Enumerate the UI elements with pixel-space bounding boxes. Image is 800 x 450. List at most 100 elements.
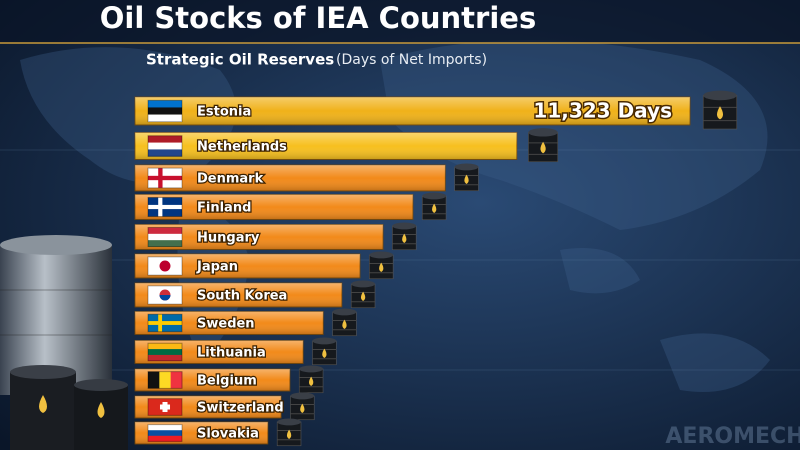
flag: [147, 256, 183, 276]
bar-shine: [135, 97, 690, 125]
flag-stripe: [148, 371, 160, 389]
barrel-top: [422, 192, 447, 200]
flag-stripe: [148, 430, 182, 437]
category-label: Hungary: [197, 231, 260, 246]
flag-border: [147, 342, 183, 362]
category-label: Slovakia: [197, 427, 259, 442]
barrel-top: [332, 308, 357, 316]
flag-stripe: [148, 135, 182, 143]
barrel-top: [528, 128, 558, 137]
bar-shine: [135, 165, 446, 191]
barrel-top: [277, 418, 301, 426]
flag-border: [147, 167, 183, 189]
bar-shine: [135, 132, 517, 160]
barrel-top: [299, 365, 324, 373]
flag: [147, 371, 183, 389]
flag-stripe: [170, 371, 183, 389]
flag-stripe: [148, 114, 182, 122]
barrel-drop: [464, 174, 469, 184]
chart-subtitle-note: (Days of Net Imports): [336, 52, 487, 68]
flag: [147, 424, 183, 442]
flag-disc: [159, 260, 171, 272]
category-label: Belgium: [197, 374, 257, 389]
barrel-drop: [379, 262, 384, 272]
bar-shine: [135, 311, 324, 335]
bars: Estonia 11,323 Days Netherlands Denmark Finl…: [134, 90, 738, 447]
barrel-icon: [276, 418, 302, 447]
category-label: Switzerland: [197, 401, 284, 416]
barrel-drop: [717, 106, 723, 120]
flag-border: [147, 197, 183, 217]
flag-border: [147, 227, 183, 247]
flag-border: [147, 424, 183, 442]
flag: [147, 167, 183, 189]
flag-stripe: [148, 227, 182, 235]
category-label: South Korea: [197, 289, 287, 304]
storage-tank: [0, 235, 112, 395]
flag-stripe: [148, 343, 182, 350]
category-label: Lithuania: [197, 346, 266, 361]
flag-border: [147, 285, 183, 305]
barrel-icon: [369, 251, 394, 280]
flag: [147, 313, 183, 333]
barrel-drop: [540, 141, 546, 154]
category-label: Estonia: [197, 105, 251, 120]
flag: [147, 99, 183, 123]
barrel-icon: [702, 90, 738, 130]
barrel-icon: [298, 365, 324, 394]
barrel-top: [703, 90, 737, 101]
category-label: Sweden: [197, 317, 255, 332]
flag-stripe: [148, 142, 182, 150]
barrel-icon: [332, 308, 357, 337]
flag-stripe: [148, 435, 182, 442]
barrel-drop: [342, 319, 347, 329]
barrel-icon: [392, 222, 417, 251]
flag-stripe: [148, 149, 182, 157]
category-label: Netherlands: [197, 140, 287, 155]
flag-border: [147, 313, 183, 333]
barrel-top: [454, 163, 479, 171]
barrel-icon: [454, 163, 479, 192]
barrel-top: [351, 280, 375, 288]
barrel-drop: [402, 233, 407, 243]
flag-disc: [159, 295, 171, 301]
flag: [147, 197, 183, 217]
flag-stripe: [148, 354, 182, 362]
category-label: Denmark: [197, 172, 264, 187]
barrel-top: [312, 337, 337, 345]
barrel-icon: [312, 337, 337, 366]
flag-cross: [148, 204, 182, 210]
flag-border: [147, 371, 183, 389]
flag-border: [147, 398, 183, 416]
barrel-icon: [528, 128, 559, 163]
flag-stripe: [148, 107, 182, 115]
flag: [147, 398, 183, 416]
category-label: Japan: [196, 260, 238, 275]
barrel-top: [392, 222, 417, 230]
watermark: AEROMECH: [665, 424, 800, 449]
flag: [147, 227, 183, 247]
barrel-drop: [300, 403, 305, 413]
flag: [147, 135, 183, 157]
title-band: [0, 0, 800, 43]
flag-stripe: [148, 240, 182, 247]
barrel-drop: [286, 429, 292, 439]
chart-title: Oil Stocks of IEA Countries: [100, 1, 536, 35]
flag: [147, 285, 183, 305]
value-label: 11,323 Days: [533, 99, 672, 123]
flag-stripe: [148, 349, 182, 356]
barrel-top: [369, 251, 394, 259]
flag-border: [147, 256, 183, 276]
barrel-drop: [322, 348, 327, 358]
flag-cross: [148, 175, 182, 181]
barrel-drop: [309, 376, 314, 386]
flag-border: [147, 99, 183, 123]
flag-stripe: [148, 100, 182, 108]
barrel-icon: [350, 280, 376, 309]
flag-stripe: [148, 424, 182, 431]
flag: [147, 342, 183, 362]
category-label: Finland: [197, 201, 251, 216]
barrel-icon: [290, 392, 315, 421]
barrel-drop: [360, 291, 366, 301]
barrel-drop: [432, 203, 437, 213]
